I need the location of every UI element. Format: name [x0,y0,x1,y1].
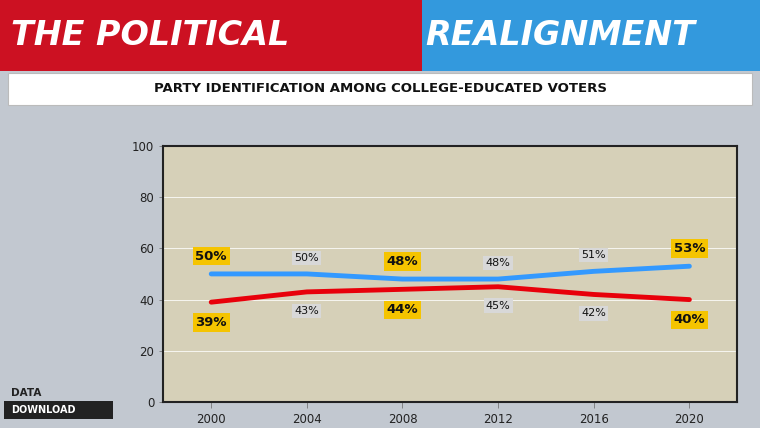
Text: 40%: 40% [673,313,705,327]
Text: 51%: 51% [581,250,606,260]
Text: DOWNLOAD: DOWNLOAD [11,405,75,416]
Text: 48%: 48% [387,255,418,268]
FancyBboxPatch shape [4,401,113,419]
Text: 42%: 42% [581,308,606,318]
Text: 43%: 43% [294,306,319,316]
Text: 45%: 45% [486,300,511,311]
Text: 39%: 39% [195,316,227,329]
Text: REALIGNMENT: REALIGNMENT [426,19,695,52]
Text: 53%: 53% [673,242,705,255]
Text: 48%: 48% [486,258,511,268]
FancyBboxPatch shape [422,0,760,71]
Text: 50%: 50% [195,250,227,263]
Text: 44%: 44% [387,303,418,316]
FancyBboxPatch shape [8,73,752,105]
Text: THE POLITICAL: THE POLITICAL [11,19,301,52]
Text: 50%: 50% [295,253,319,263]
Text: DATA: DATA [11,388,41,398]
Text: PARTY IDENTIFICATION AMONG COLLEGE-EDUCATED VOTERS: PARTY IDENTIFICATION AMONG COLLEGE-EDUCA… [154,82,606,95]
FancyBboxPatch shape [0,0,422,71]
